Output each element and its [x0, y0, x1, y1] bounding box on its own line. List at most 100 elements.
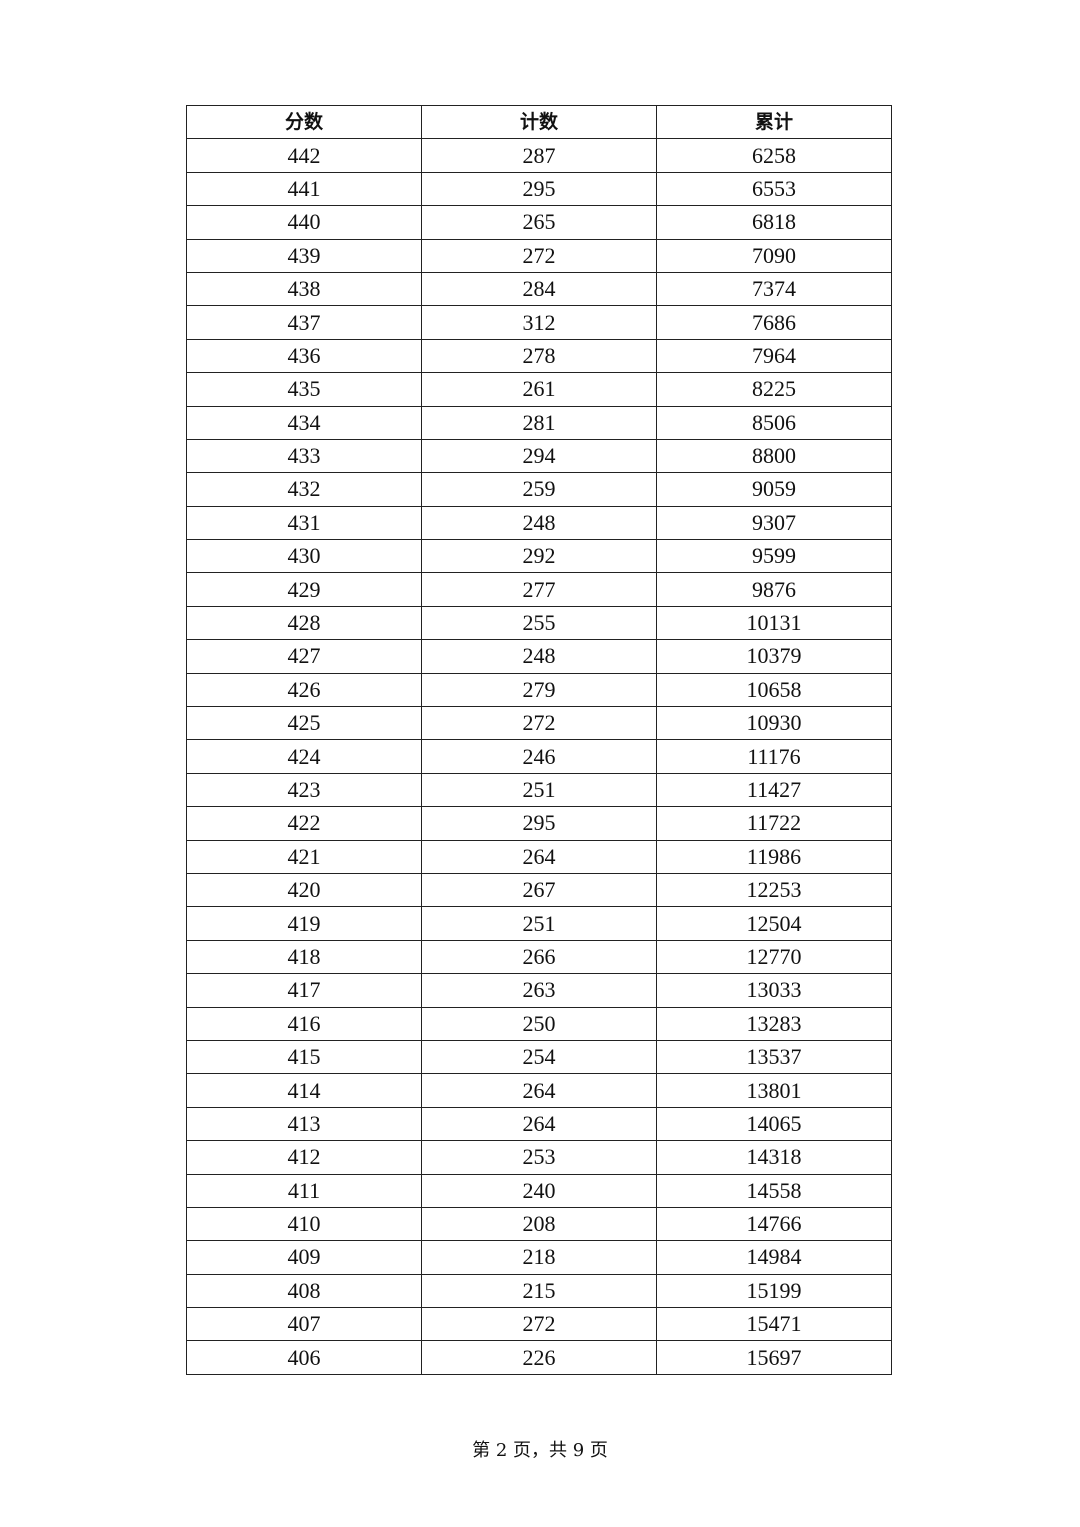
cell-score: 413 [186, 1106, 422, 1142]
cell-cumulative: 14065 [656, 1106, 892, 1142]
cell-score: 410 [186, 1206, 422, 1242]
cell-score: 438 [186, 271, 422, 307]
table-row: 427 248 10379 [186, 639, 892, 674]
cell-cumulative: 13801 [656, 1073, 892, 1108]
table-row: 433 294 8800 [186, 438, 892, 474]
cell-score: 426 [186, 672, 422, 708]
cell-count: 278 [421, 338, 657, 374]
cell-score: 406 [186, 1340, 422, 1375]
table-row: 436 278 7964 [186, 338, 892, 374]
cell-cumulative: 11176 [656, 739, 892, 774]
table-row: 431 248 9307 [186, 505, 892, 541]
cell-cumulative: 12253 [656, 872, 892, 908]
cell-cumulative: 6258 [656, 138, 892, 173]
cell-cumulative: 13033 [656, 973, 892, 1008]
table-row: 414 264 13801 [186, 1073, 892, 1108]
cell-count: 295 [421, 171, 657, 207]
table-row: 432 259 9059 [186, 472, 892, 507]
table-row: 412 253 14318 [186, 1140, 892, 1175]
cell-cumulative: 7090 [656, 238, 892, 273]
cell-count: 259 [421, 472, 657, 507]
cell-cumulative: 10131 [656, 605, 892, 641]
cell-count: 261 [421, 372, 657, 407]
table-row: 421 264 11986 [186, 839, 892, 874]
cell-score: 416 [186, 1006, 422, 1041]
cell-count: 265 [421, 205, 657, 240]
cell-cumulative: 15697 [656, 1340, 892, 1375]
cell-score: 439 [186, 238, 422, 273]
cell-cumulative: 13283 [656, 1006, 892, 1041]
cell-cumulative: 10930 [656, 706, 892, 741]
cell-score: 411 [186, 1173, 422, 1208]
cell-score: 437 [186, 305, 422, 340]
cell-count: 226 [421, 1340, 657, 1375]
table-row: 416 250 13283 [186, 1006, 892, 1041]
cell-count: 246 [421, 739, 657, 774]
cell-score: 428 [186, 605, 422, 641]
cell-score: 440 [186, 205, 422, 240]
cell-cumulative: 8225 [656, 372, 892, 407]
cell-score: 442 [186, 138, 422, 173]
cell-cumulative: 7964 [656, 338, 892, 374]
cell-score: 421 [186, 839, 422, 874]
table-row: 430 292 9599 [186, 539, 892, 574]
cell-cumulative: 15471 [656, 1307, 892, 1342]
cell-count: 240 [421, 1173, 657, 1208]
table-row: 428 255 10131 [186, 605, 892, 641]
cell-score: 427 [186, 639, 422, 674]
table-row: 418 266 12770 [186, 939, 892, 975]
cell-cumulative: 14984 [656, 1240, 892, 1275]
cell-cumulative: 8506 [656, 405, 892, 440]
cell-cumulative: 10379 [656, 639, 892, 674]
cell-count: 267 [421, 872, 657, 908]
header-count: 计数 [421, 104, 657, 140]
cell-count: 264 [421, 1073, 657, 1108]
cell-count: 295 [421, 806, 657, 841]
cell-count: 281 [421, 405, 657, 440]
table-row: 417 263 13033 [186, 973, 892, 1008]
table-row: 406 226 15697 [186, 1340, 892, 1375]
cell-score: 419 [186, 906, 422, 941]
cell-score: 432 [186, 472, 422, 507]
cell-count: 254 [421, 1039, 657, 1075]
cell-count: 264 [421, 1106, 657, 1142]
table-row: 426 279 10658 [186, 672, 892, 708]
cell-count: 272 [421, 706, 657, 741]
cell-score: 430 [186, 539, 422, 574]
cell-cumulative: 13537 [656, 1039, 892, 1075]
score-distribution-table: 分数 计数 累计 442 287 6258 441 295 6553 440 265 6818 4… [186, 104, 892, 1375]
cell-score: 408 [186, 1273, 422, 1309]
table-row: 408 215 15199 [186, 1273, 892, 1309]
cell-score: 414 [186, 1073, 422, 1108]
table-row: 413 264 14065 [186, 1106, 892, 1142]
cell-cumulative: 15199 [656, 1273, 892, 1309]
cell-cumulative: 7374 [656, 271, 892, 307]
cell-count: 279 [421, 672, 657, 708]
cell-cumulative: 14766 [656, 1206, 892, 1242]
cell-score: 433 [186, 438, 422, 474]
cell-score: 431 [186, 505, 422, 541]
table-row: 419 251 12504 [186, 906, 892, 941]
cell-count: 208 [421, 1206, 657, 1242]
cell-count: 294 [421, 438, 657, 474]
cell-score: 435 [186, 372, 422, 407]
cell-cumulative: 12504 [656, 906, 892, 941]
cell-count: 218 [421, 1240, 657, 1275]
cell-cumulative: 12770 [656, 939, 892, 975]
cell-score: 412 [186, 1140, 422, 1175]
table-row: 407 272 15471 [186, 1307, 892, 1342]
table-row: 438 284 7374 [186, 271, 892, 307]
cell-count: 284 [421, 271, 657, 307]
cell-count: 215 [421, 1273, 657, 1309]
cell-cumulative: 11986 [656, 839, 892, 874]
cell-count: 248 [421, 639, 657, 674]
table-row: 411 240 14558 [186, 1173, 892, 1208]
cell-score: 409 [186, 1240, 422, 1275]
cell-score: 415 [186, 1039, 422, 1075]
header-score: 分数 [186, 104, 422, 140]
cell-count: 255 [421, 605, 657, 641]
cell-count: 263 [421, 973, 657, 1008]
table-row: 434 281 8506 [186, 405, 892, 440]
table-row: 415 254 13537 [186, 1039, 892, 1075]
table-row: 409 218 14984 [186, 1240, 892, 1275]
